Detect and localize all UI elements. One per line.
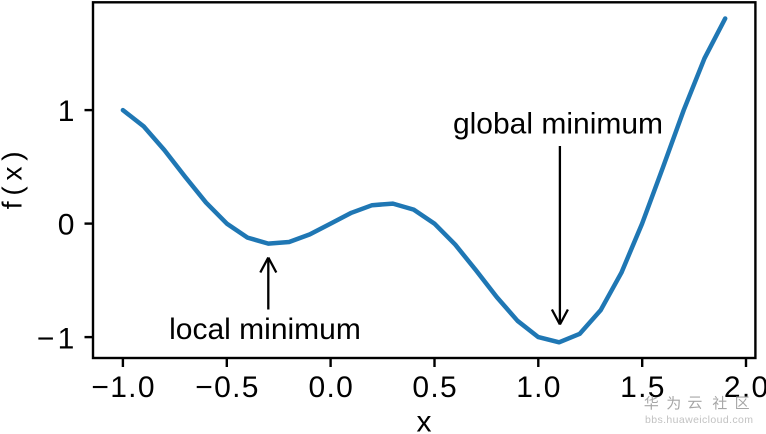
svg-text:1: 1 [58, 95, 76, 128]
svg-text:−0.5: −0.5 [195, 371, 259, 404]
svg-text:1.5: 1.5 [620, 371, 666, 404]
svg-text:1.0: 1.0 [516, 371, 562, 404]
svg-text:global minimum: global minimum [453, 108, 663, 141]
svg-text:x: x [417, 406, 432, 434]
svg-text:−1.0: −1.0 [91, 371, 155, 404]
svg-text:0: 0 [58, 209, 76, 242]
svg-text:f(x): f(x) [0, 146, 28, 210]
svg-text:local minimum: local minimum [169, 313, 361, 346]
svg-text:2.0: 2.0 [724, 371, 766, 404]
svg-text:0.0: 0.0 [308, 371, 354, 404]
svg-text:0.5: 0.5 [412, 371, 458, 404]
svg-text:bbs.huaweicloud.com: bbs.huaweicloud.com [645, 414, 753, 426]
svg-text:−1: −1 [37, 322, 78, 355]
